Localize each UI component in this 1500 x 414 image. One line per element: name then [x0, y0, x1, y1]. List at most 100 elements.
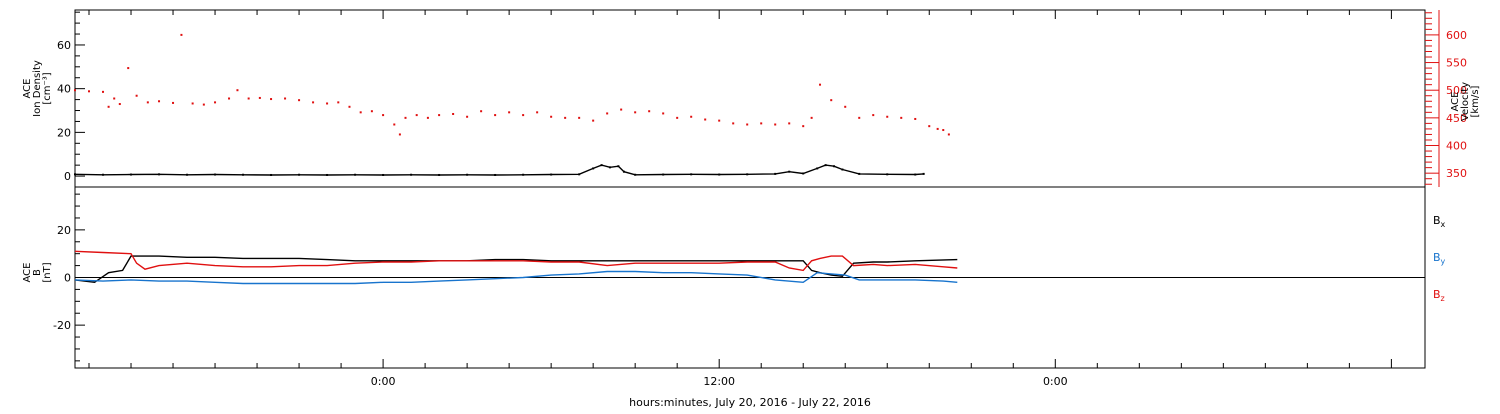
density-point [354, 173, 357, 176]
velocity-point [760, 122, 763, 125]
density-point [662, 173, 665, 176]
velocity-point [102, 90, 105, 93]
velocity-point [508, 111, 511, 114]
velocity-point [438, 114, 441, 117]
velocity-point [662, 112, 665, 115]
density-point [214, 173, 217, 176]
density-point [550, 173, 553, 176]
density-point [592, 167, 595, 170]
x-tick-label: 0:00 [371, 375, 396, 388]
velocity-point [810, 116, 813, 119]
y-axis-title-line: [cm⁻³] [42, 72, 53, 104]
legend-name: B [1433, 214, 1441, 227]
density-point [841, 168, 844, 171]
velocity-point [107, 105, 110, 108]
velocity-point [172, 101, 175, 104]
velocity-point [802, 125, 805, 128]
right-axis-title-line: ACE [1450, 92, 1461, 112]
velocity-point [398, 133, 401, 136]
density-point [600, 164, 603, 167]
density-point [242, 173, 245, 176]
density-point [326, 173, 329, 176]
velocity-point [258, 96, 261, 99]
density-point [298, 173, 301, 176]
density-point [466, 173, 469, 176]
density-point [788, 170, 791, 173]
velocity-point [158, 100, 161, 103]
velocity-point [382, 114, 385, 117]
velocity-point [426, 116, 429, 119]
velocity-point [704, 118, 707, 121]
density-point [774, 172, 777, 175]
velocity-point [348, 105, 351, 108]
y-tick-label: 0 [64, 272, 71, 285]
velocity-point [404, 116, 407, 119]
velocity-point [118, 103, 121, 106]
velocity-point [536, 111, 539, 114]
velocity-point [74, 89, 76, 92]
velocity-point [228, 97, 231, 100]
legend-label: Bz [1433, 288, 1445, 303]
density-point [578, 173, 581, 176]
density-point [410, 173, 413, 176]
density-point [382, 173, 385, 176]
velocity-point [718, 119, 721, 122]
velocity-point [146, 101, 149, 104]
velocity-point [634, 111, 637, 114]
velocity-point [326, 102, 329, 105]
right-axis-title-line: Velocity [1460, 82, 1471, 121]
velocity-point [900, 116, 903, 119]
panel-frame-1 [74, 9, 1426, 188]
velocity-point [312, 101, 315, 104]
density-point [858, 172, 861, 175]
velocity-point [774, 123, 777, 126]
velocity-point [415, 114, 418, 117]
y-tick-label: 20 [57, 126, 71, 139]
right-axis-title-line: [km/s] [1470, 85, 1481, 117]
velocity-point [947, 133, 950, 136]
density-point [158, 173, 161, 176]
velocity-point [214, 101, 217, 104]
density-point [494, 173, 497, 176]
density-point [824, 164, 827, 167]
x-tick-label: 12:00 [703, 375, 735, 388]
y-axis-title-line: ACE [22, 79, 33, 99]
legend-name: B [1433, 288, 1441, 301]
density-point [102, 173, 105, 176]
series-line-Bz [74, 250, 958, 272]
x-axis-label: hours:minutes, July 20, 2016 - July 22, … [629, 396, 871, 409]
y-axis-title-line: Ion Density [32, 60, 43, 117]
y-axis-title-line: B [32, 269, 43, 276]
velocity-point [942, 129, 945, 132]
density-point [522, 173, 525, 176]
y-tick-label: -20 [53, 319, 71, 332]
velocity-point [592, 119, 595, 122]
density-point [833, 165, 836, 168]
density-line [74, 164, 924, 176]
y-axis-title-line: [nT] [42, 262, 53, 282]
y-tick-label-right: 550 [1446, 57, 1467, 70]
density-point [634, 173, 637, 176]
y-tick-label-right: 350 [1446, 167, 1467, 180]
velocity-point [236, 89, 239, 92]
velocity-point [370, 110, 373, 113]
density-point [718, 173, 721, 176]
velocity-point [298, 99, 301, 102]
legend-label: By [1433, 251, 1446, 266]
velocity-point [191, 102, 194, 105]
density-point [438, 173, 441, 176]
y-tick-label: 0 [64, 170, 71, 183]
velocity-point [578, 116, 581, 119]
velocity-point [202, 103, 205, 106]
velocity-point [522, 114, 525, 117]
velocity-point [127, 67, 130, 70]
velocity-point [247, 97, 250, 100]
velocity-point [480, 110, 483, 113]
y-tick-label: 20 [57, 224, 71, 237]
y-tick-label-right: 600 [1446, 29, 1467, 42]
legend-subscript: z [1441, 294, 1445, 303]
velocity-point [819, 83, 822, 86]
x-tick-label: 0:00 [1043, 375, 1068, 388]
